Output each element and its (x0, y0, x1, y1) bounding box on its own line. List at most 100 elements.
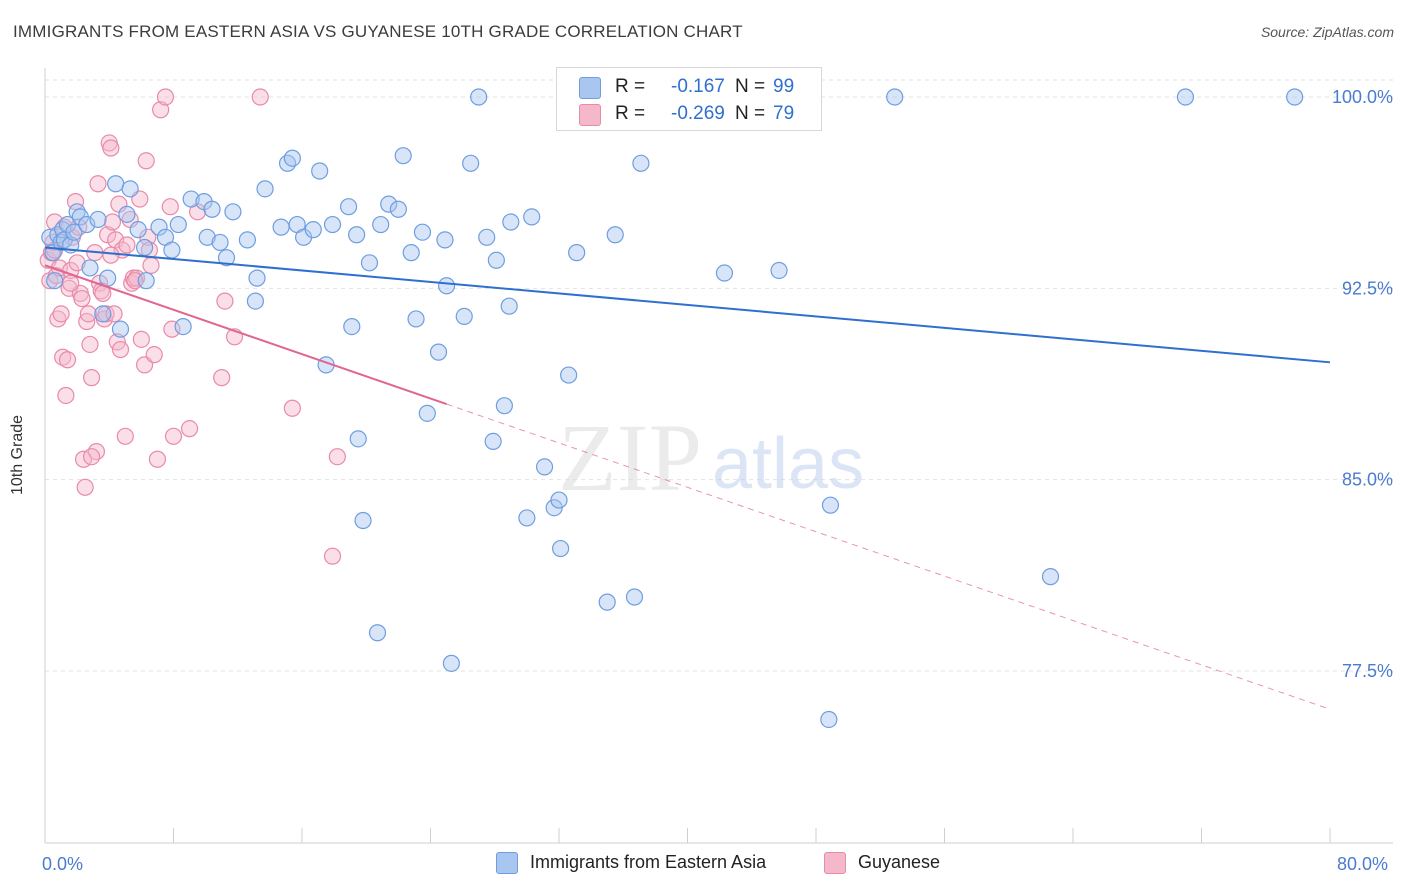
data-point (1041, 568, 1060, 586)
eastern-asia-points (41, 88, 1304, 729)
data-point (46, 272, 64, 290)
data-point (163, 241, 181, 259)
data-point (354, 511, 372, 530)
data-point (560, 366, 578, 384)
data-point (135, 238, 154, 257)
data-point (52, 305, 70, 323)
data-point (886, 88, 904, 106)
legend-swatch-pink (579, 104, 601, 126)
data-point (248, 269, 266, 287)
data-point (169, 215, 187, 234)
data-point (402, 244, 420, 262)
data-point (523, 208, 541, 226)
data-point (58, 351, 77, 369)
data-point (1176, 88, 1195, 106)
data-point (272, 218, 290, 236)
data-point (442, 654, 460, 672)
data-point (198, 228, 216, 246)
series-label: Guyanese (858, 852, 941, 872)
data-point (372, 215, 390, 234)
data-point (164, 427, 183, 445)
data-point (145, 346, 163, 364)
data-point (283, 399, 301, 417)
axes (44, 68, 1393, 844)
series-swatch-blue (496, 852, 518, 874)
data-point (174, 318, 192, 336)
data-point (339, 198, 358, 216)
legend-r-label: R = (615, 76, 646, 97)
legend-n-value: 99 (773, 76, 795, 97)
x-tick-label-max: 80.0% (1337, 854, 1389, 874)
data-point (820, 710, 838, 729)
data-point (142, 256, 160, 274)
data-point (500, 297, 518, 315)
data-point (552, 539, 570, 558)
series-label: Immigrants from Eastern Asia (530, 852, 767, 872)
data-point (78, 215, 96, 234)
data-point (238, 231, 256, 249)
data-point (150, 218, 168, 236)
data-point (462, 154, 480, 172)
data-point (116, 427, 134, 445)
data-point (87, 443, 106, 461)
data-point (182, 190, 200, 208)
data-point (1286, 88, 1304, 106)
legend-swatch-blue (579, 77, 601, 99)
data-point (102, 139, 120, 157)
data-point (111, 340, 130, 359)
x-tick-label-min: 0.0% (42, 854, 84, 874)
data-point (81, 335, 99, 354)
y-tick-label: 85.0% (1342, 470, 1393, 490)
data-point (625, 588, 644, 606)
data-point (278, 154, 297, 172)
data-point (79, 305, 97, 323)
data-point (216, 292, 234, 310)
legend-r-label: R = (615, 103, 646, 124)
y-tick-labels: 77.5% 85.0% 92.5% 100.0% (1332, 87, 1393, 681)
data-point (137, 272, 155, 290)
data-point (394, 147, 412, 165)
data-point (156, 88, 175, 106)
data-point (770, 261, 788, 280)
data-point (349, 430, 367, 448)
series-swatch-pink (824, 852, 846, 874)
data-point (256, 180, 274, 198)
data-point (418, 404, 436, 422)
data-point (49, 310, 67, 328)
legend-n-value: 79 (773, 103, 795, 124)
data-point (127, 269, 146, 287)
data-point (407, 310, 425, 328)
data-point (632, 154, 650, 172)
data-point (437, 277, 456, 295)
data-point (68, 203, 86, 221)
trend-lines (44, 246, 1331, 710)
data-point (715, 264, 734, 282)
legend-r-value: -0.269 (671, 103, 725, 124)
chart-title: IMMIGRANTS FROM EASTERN ASIA VS GUYANESE… (13, 22, 743, 41)
data-point (304, 221, 322, 239)
data-point (76, 478, 94, 496)
data-point (436, 231, 454, 249)
data-point (380, 195, 398, 213)
data-point (89, 175, 107, 193)
data-point (73, 289, 91, 308)
data-point (389, 200, 407, 218)
data-point (52, 233, 70, 252)
data-point (81, 259, 99, 277)
data-point (368, 624, 387, 642)
data-point (251, 88, 269, 106)
correlation-legend: R = -0.167 N = 99 R = -0.269 N = 79 (556, 67, 822, 131)
data-point (68, 254, 86, 272)
y-tick-label: 92.5% (1342, 278, 1393, 298)
data-point (54, 348, 72, 366)
data-point (502, 213, 520, 231)
data-point (568, 244, 586, 262)
data-point (82, 448, 101, 466)
data-point (148, 450, 167, 468)
data-point (107, 231, 125, 249)
data-point (246, 292, 265, 310)
data-point (180, 420, 199, 438)
data-point (62, 274, 80, 292)
data-point (478, 228, 496, 246)
data-point (283, 149, 301, 167)
